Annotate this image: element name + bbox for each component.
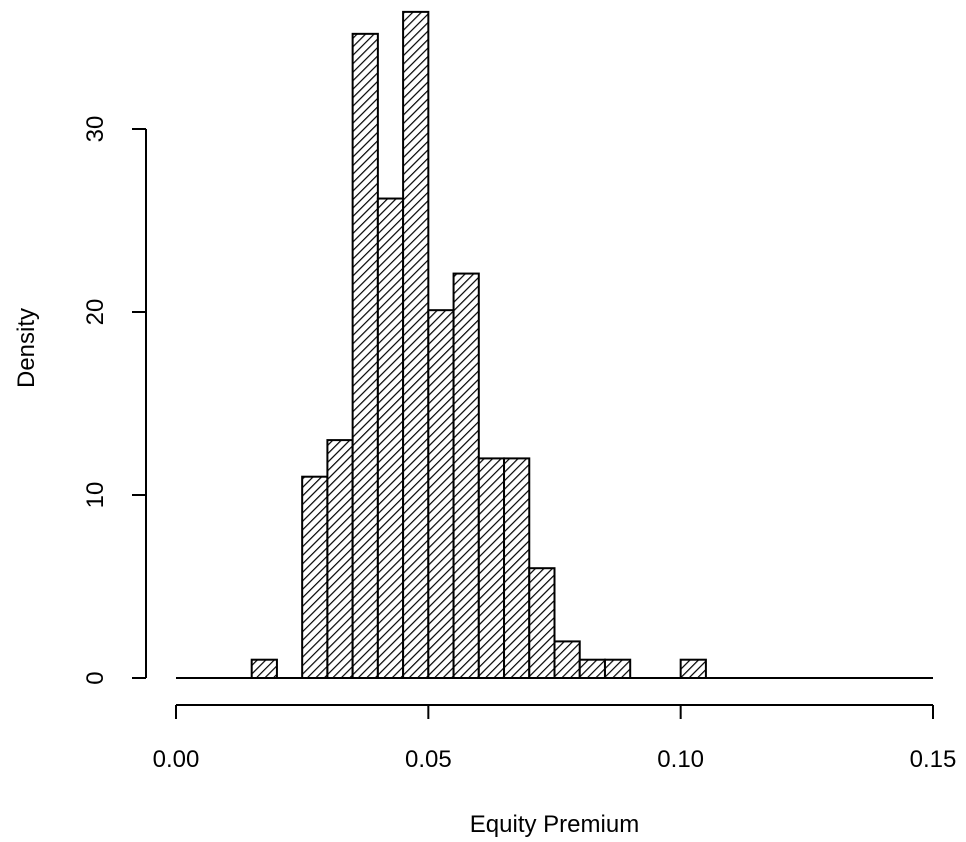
x-tick-label: 0.15 [910, 746, 957, 773]
x-axis-title: Equity Premium [470, 811, 639, 838]
x-tick-label: 0.10 [657, 746, 704, 773]
histogram-bar [452, 272, 480, 679]
histogram-bar [503, 457, 531, 679]
x-axis: 0.00 0.05 0.10 0.15 [153, 704, 957, 773]
histogram-bar [578, 658, 606, 680]
histogram-bars [250, 10, 707, 680]
histogram-bar [477, 457, 506, 679]
y-tick-label: 0 [82, 671, 109, 684]
histogram-bar [301, 475, 329, 680]
histogram-bar [250, 658, 278, 680]
y-tick-label: 20 [82, 299, 109, 326]
histogram-bar [427, 309, 455, 679]
y-axis-title: Density [13, 308, 40, 388]
y-axis: 0 10 20 30 [82, 116, 147, 685]
histogram-bar [553, 640, 581, 680]
x-tick-label: 0.00 [153, 746, 200, 773]
x-tick-label: 0.05 [405, 746, 452, 773]
histogram-bar [376, 197, 405, 679]
histogram-bar [326, 439, 354, 679]
histogram-bar [528, 567, 556, 680]
histogram-bar [402, 10, 430, 679]
histogram-bar [351, 32, 379, 679]
histogram-bar [603, 658, 632, 680]
y-tick-label: 10 [82, 482, 109, 509]
histogram-bar [679, 658, 707, 680]
y-tick-label: 30 [82, 116, 109, 143]
